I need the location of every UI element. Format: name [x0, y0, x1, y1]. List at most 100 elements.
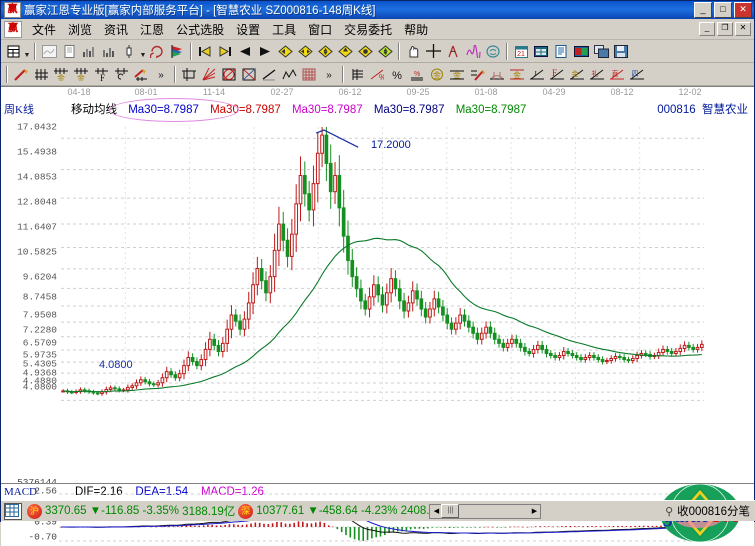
first-page-icon[interactable] — [195, 42, 215, 61]
gann-gold1-icon[interactable]: 金 — [51, 65, 71, 84]
macd-macd-value: MACD=1.26 — [200, 486, 264, 498]
box-icon[interactable] — [179, 65, 199, 84]
rewind-icon[interactable] — [235, 42, 255, 61]
arrow-cross-diamond-icon[interactable] — [315, 42, 335, 61]
percent-icon[interactable]: % — [387, 65, 407, 84]
brain-icon[interactable] — [483, 42, 503, 61]
save-disk-icon[interactable] — [611, 42, 631, 61]
trend-line-icon[interactable] — [259, 65, 279, 84]
volume-tick: 5376144 — [17, 477, 57, 484]
arrow-expand-diamond-icon[interactable] — [355, 42, 375, 61]
date-tick: 04-18 — [67, 87, 91, 97]
gold2-icon[interactable]: 金 — [507, 65, 527, 84]
screen-icon[interactable] — [571, 42, 591, 61]
hand-icon[interactable] — [403, 42, 423, 61]
mdi-close-button[interactable]: ✕ — [735, 22, 751, 36]
status-scrollbar[interactable]: ◀ ||| ▶ — [429, 503, 542, 519]
square-cross-icon[interactable] — [239, 65, 259, 84]
pen-red-icon[interactable] — [467, 65, 487, 84]
scroll-left-button[interactable]: ◀ — [433, 508, 440, 515]
gann-gold2-icon[interactable]: 金 — [71, 65, 91, 84]
gann-f-icon[interactable]: F — [91, 65, 111, 84]
mdi-minimize-button[interactable]: _ — [699, 22, 715, 36]
macd-dea-value: DEA=1.54 — [135, 486, 189, 498]
layout-icon[interactable] — [3, 42, 23, 61]
square-circle-icon[interactable] — [219, 65, 239, 84]
svg-text:J: J — [534, 70, 537, 78]
grid-status-icon[interactable] — [4, 502, 22, 520]
bar-chart-icon[interactable] — [79, 42, 99, 61]
arc-icon[interactable] — [487, 65, 507, 84]
report-icon[interactable] — [551, 42, 571, 61]
gold-angle-icon[interactable]: 金 — [567, 65, 587, 84]
calendar-icon[interactable]: 21 — [511, 42, 531, 61]
toolbar-separator — [506, 42, 508, 60]
grid-net-icon[interactable] — [299, 65, 319, 84]
menu-logo-icon: 赢 — [4, 20, 22, 38]
minimize-button[interactable]: _ — [694, 2, 712, 18]
arrow-move-diamond-icon[interactable] — [375, 42, 395, 61]
ritual-icon[interactable]: 礼 — [587, 65, 607, 84]
menu-item-window[interactable]: 窗口 — [308, 22, 333, 37]
toolbar-separator — [342, 65, 344, 83]
fan-lines-icon[interactable] — [199, 65, 219, 84]
maximize-button[interactable]: □ — [714, 2, 732, 18]
price-axis: 17.0432 15.4938 14.0853 12.8048 11.6407 … — [1, 87, 59, 483]
more-icon[interactable]: » — [151, 65, 171, 84]
menu-item-tools[interactable]: 工具 — [272, 22, 297, 37]
document-icon[interactable] — [59, 42, 79, 61]
menu-item-help[interactable]: 帮助 — [404, 22, 429, 37]
last-page-icon[interactable] — [215, 42, 235, 61]
gann-fan-icon[interactable] — [31, 65, 51, 84]
play-icon[interactable] — [255, 42, 275, 61]
scroll-thumb[interactable]: ||| — [441, 504, 460, 518]
pen-icon[interactable] — [11, 65, 31, 84]
percent-red-icon[interactable]: % — [367, 65, 387, 84]
four-angle-icon[interactable]: 四 — [627, 65, 647, 84]
main-chart-panel[interactable]: 周K线 04-18 08-01 11-14 02-27 06-12 09-25 … — [1, 86, 754, 483]
menu-item-formula-screen[interactable]: 公式选股 — [176, 22, 225, 37]
zigzag-icon[interactable] — [279, 65, 299, 84]
spiral-icon[interactable] — [147, 42, 167, 61]
candle-icon[interactable] — [119, 42, 139, 61]
gold-bar-icon[interactable]: 金 — [447, 65, 467, 84]
bar-chart2-icon[interactable] — [99, 42, 119, 61]
price-tick: 5.9735 — [22, 349, 57, 361]
percent-line-icon[interactable]: % — [407, 65, 427, 84]
arrow-left-diamond-icon[interactable] — [275, 42, 295, 61]
red-angle-icon[interactable]: 直 — [607, 65, 627, 84]
dropdown-arrow2-icon[interactable]: ▼ — [139, 52, 147, 59]
candlestick-plot[interactable]: 17.2000 4.0800 — [61, 119, 704, 467]
close-button[interactable]: ✕ — [734, 2, 752, 18]
menu-item-trade[interactable]: 交易委托 — [344, 22, 393, 37]
dropdown-arrow-icon[interactable]: ▼ — [23, 52, 31, 59]
grid-preview-icon[interactable] — [39, 42, 59, 61]
pen-grid-icon[interactable] — [131, 65, 151, 84]
signal-tower-icon: ⚲ — [665, 505, 674, 518]
copy-icon[interactable] — [591, 42, 611, 61]
menu-item-news[interactable]: 资讯 — [104, 22, 129, 37]
gold-circle-icon[interactable]: 金 — [427, 65, 447, 84]
table-icon[interactable] — [531, 42, 551, 61]
index1-arrow-icon: ▼ — [89, 505, 102, 517]
mdi-restore-button[interactable]: ❐ — [717, 22, 733, 36]
date-tick: 08-01 — [134, 87, 158, 97]
menu-item-browse[interactable]: 浏览 — [68, 22, 93, 37]
f-angle-icon[interactable]: F — [547, 65, 567, 84]
menu-item-gann[interactable]: 江恩 — [140, 22, 165, 37]
more2-icon[interactable]: » — [319, 65, 339, 84]
menu-item-file[interactable]: 文件 — [32, 22, 57, 37]
crosshair-icon[interactable] — [423, 42, 443, 61]
arrow-updown-diamond-icon[interactable] — [335, 42, 355, 61]
compass-icon[interactable] — [443, 42, 463, 61]
ladder-icon[interactable] — [347, 65, 367, 84]
arrow-both-diamond-icon[interactable] — [295, 42, 315, 61]
svg-text:21: 21 — [517, 51, 525, 58]
spiral-cycle-icon[interactable] — [111, 65, 131, 84]
menu-item-settings[interactable]: 设置 — [236, 22, 261, 37]
color-flag-icon[interactable] — [167, 42, 187, 61]
wave-icon[interactable] — [463, 42, 483, 61]
index2-badge-icon: 深 — [238, 503, 254, 519]
angle-icon[interactable]: J — [527, 65, 547, 84]
scroll-right-button[interactable]: ▶ — [531, 508, 538, 515]
